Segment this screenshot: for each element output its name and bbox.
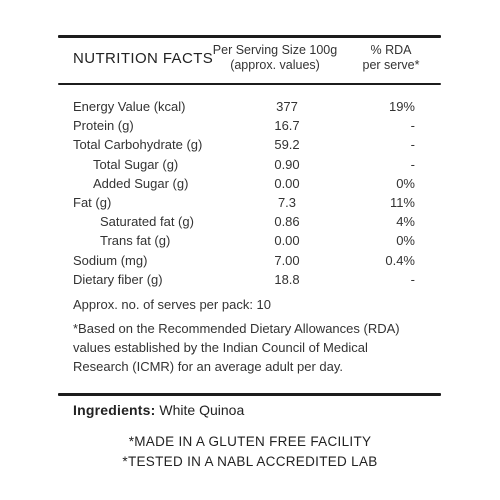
nutrient-rda: 0% (396, 175, 415, 191)
nutrient-name: Total Carbohydrate (g) (73, 137, 203, 153)
gluten-free-claim: *MADE IN A GLUTEN FREE FACILITY (128, 434, 372, 449)
product-claims: *MADE IN A GLUTEN FREE FACILITY *TESTED … (0, 432, 500, 472)
footnote-line: Research (ICMR) for an average adult per… (73, 359, 343, 374)
nutrient-value: 18.8 (274, 271, 300, 287)
nutrient-rda: - (410, 118, 415, 134)
table-row: Energy Value (kcal) 377 19% (0, 97, 500, 116)
nutrient-rda: - (410, 137, 415, 153)
bottom-rule (58, 393, 441, 396)
nutrient-name: Trans fat (g) (100, 233, 171, 249)
top-rule (58, 35, 441, 38)
nutrient-table: Energy Value (kcal) 377 19% Protein (g) … (0, 97, 500, 289)
nutrition-facts-title: NUTRITION FACTS (73, 50, 214, 67)
nutrient-name: Total Sugar (g) (93, 156, 179, 172)
table-row: Protein (g) 16.7 - (0, 116, 500, 135)
nutrient-rda: - (410, 271, 415, 287)
nutrient-rda: 11% (389, 194, 415, 210)
table-row: Trans fat (g) 0.00 0% (0, 231, 500, 250)
rda-footnote: *Based on the Recommended Dietary Allowa… (73, 319, 433, 376)
per-serve-label: per serve* (362, 58, 420, 72)
nutrient-rda: 0.4% (385, 252, 415, 268)
table-row: Total Sugar (g) 0.90 - (0, 155, 500, 174)
nutrient-rda: - (410, 156, 415, 172)
nutrient-value: 0.00 (274, 175, 300, 191)
rda-header: % RDA per serve* (350, 43, 432, 73)
nutrient-value: 7.00 (274, 252, 300, 268)
footnote-line: *Based on the Recommended Dietary Allowa… (73, 321, 400, 336)
table-row: Total Carbohydrate (g) 59.2 - (0, 135, 500, 154)
nutrient-value: 59.2 (274, 137, 300, 153)
serving-size-label: Per Serving Size 100g (212, 43, 338, 57)
nutrient-name: Energy Value (kcal) (73, 99, 186, 114)
nutrient-name: Saturated fat (g) (100, 214, 194, 230)
nutrient-value: 0.86 (274, 214, 300, 230)
nutrient-name: Dietary fiber (g) (73, 271, 163, 287)
nutrient-rda: 0% (396, 233, 415, 249)
ingredients-value: White Quinoa (159, 402, 245, 418)
nutrient-rda: 4% (396, 214, 415, 230)
serves-per-pack: Approx. no. of serves per pack: 10 (73, 297, 271, 312)
nutrient-rda: 19% (388, 99, 415, 114)
footnote-line: values established by the Indian Council… (73, 340, 368, 355)
nutrient-value: 16.7 (274, 118, 300, 134)
table-row: Added Sugar (g) 0.00 0% (0, 174, 500, 193)
table-row: Sodium (mg) 7.00 0.4% (0, 251, 500, 270)
nutrient-name: Fat (g) (73, 194, 112, 210)
serving-size-header: Per Serving Size 100g (approx. values) (210, 43, 340, 73)
nutrient-value: 0.90 (274, 156, 300, 172)
table-row: Saturated fat (g) 0.86 4% (0, 212, 500, 231)
table-row: Dietary fiber (g) 18.8 - (0, 270, 500, 289)
ingredients-line: Ingredients: White Quinoa (73, 402, 244, 418)
rda-label: % RDA (370, 43, 412, 57)
header-rule (58, 83, 441, 85)
nutrient-name: Protein (g) (73, 118, 134, 134)
nabl-claim: *TESTED IN A NABL ACCREDITED LAB (122, 454, 378, 469)
nutrient-name: Sodium (mg) (73, 252, 148, 268)
nutrient-value: 0.00 (274, 233, 300, 249)
table-row: Fat (g) 7.3 11% (0, 193, 500, 212)
nutrient-value: 7.3 (277, 194, 297, 210)
ingredients-label: Ingredients: (73, 402, 156, 418)
nutrient-name: Added Sugar (g) (93, 175, 189, 191)
nutrient-value: 377 (276, 99, 298, 114)
approx-values-label: (approx. values) (230, 58, 320, 72)
